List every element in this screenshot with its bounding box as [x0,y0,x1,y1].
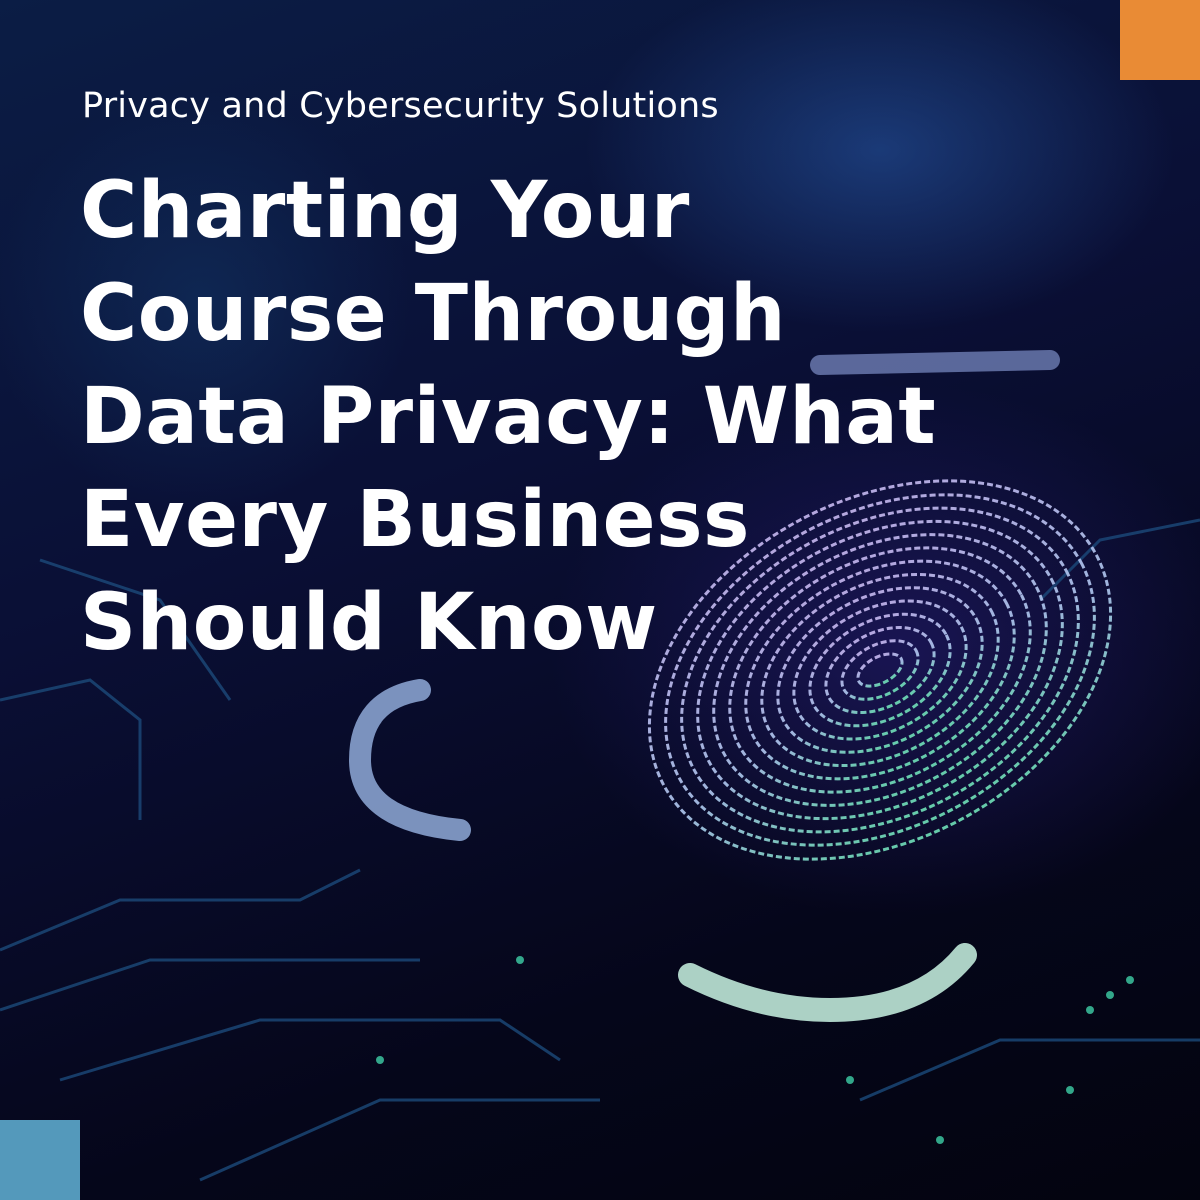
circuit-dots [376,956,1134,1144]
category-subtitle: Privacy and Cybersecurity Solutions [82,86,719,126]
blue-accent-block [0,1120,80,1200]
brackets [348,350,1060,1023]
circuit-lines [0,518,1200,1182]
headline-title: Charting Your Course Through Data Privac… [80,166,937,668]
orange-accent-block [1120,0,1200,80]
